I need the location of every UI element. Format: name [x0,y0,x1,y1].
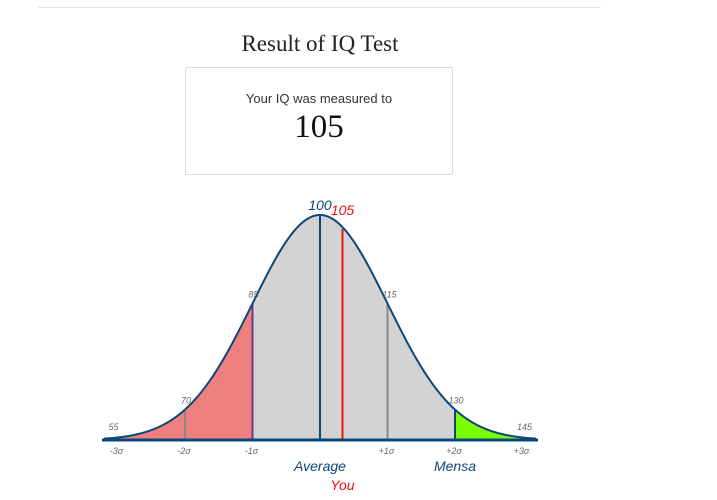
tick-label-145: 145 [517,422,533,432]
sigma-label-115: +1σ [379,446,395,456]
result-card: Your IQ was measured to 105 [185,67,453,175]
distribution-curve [103,213,537,440]
sigma-label-130: +2σ [446,446,462,456]
sigma-label-55: -3σ [110,446,124,456]
tick-label-85: 85 [248,290,259,300]
you-value-label: 105 [331,202,355,218]
page-title: Result of IQ Test [241,31,399,56]
mensa-region-area [455,409,536,440]
sigma-label-145: +3σ [514,446,530,456]
sigma-label-85: -1σ [245,446,259,456]
result-value: 105 [294,109,344,145]
mensa-caption: Mensa [434,458,476,474]
you-caption: You [330,477,354,493]
average-caption: Average [293,458,346,474]
tick-label-55: 55 [108,422,119,432]
result-label: Your IQ was measured to [245,91,393,106]
average-value-label: 100 [308,197,332,213]
tick-label-70: 70 [181,396,191,406]
tick-label-130: 130 [448,396,463,406]
low-region-area [104,303,253,440]
tick-label-115: 115 [382,290,397,300]
sigma-label-70: -2σ [177,446,191,456]
top-divider [38,7,601,8]
